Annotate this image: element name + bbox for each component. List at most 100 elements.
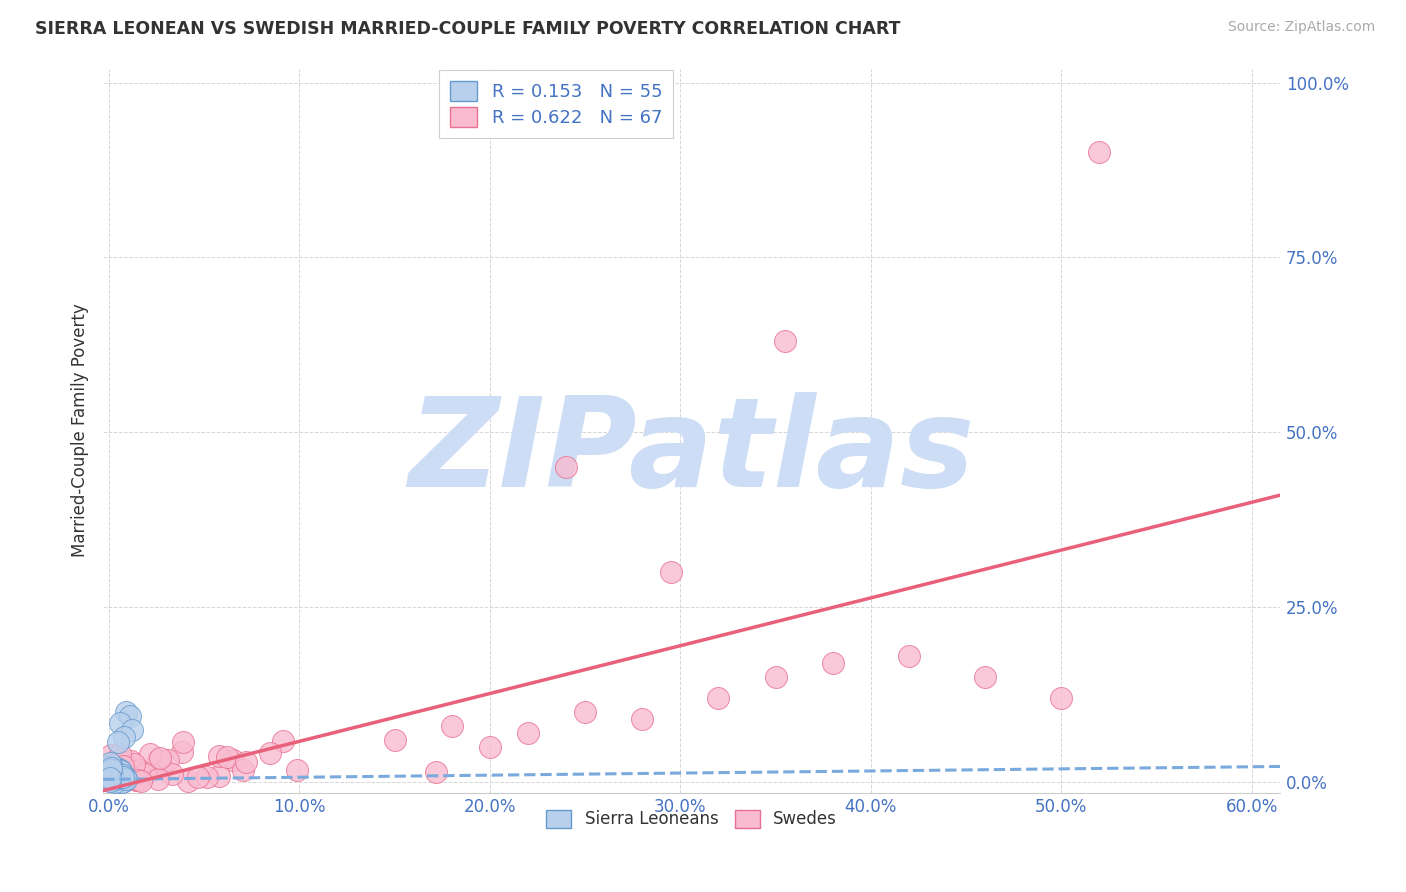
Point xyxy=(108,770,131,784)
Point xyxy=(124,773,146,788)
Point xyxy=(135,765,157,780)
Point xyxy=(98,774,121,789)
Point xyxy=(516,726,538,740)
Point xyxy=(974,670,997,684)
Point xyxy=(107,770,129,784)
Point xyxy=(128,765,150,780)
Point xyxy=(112,771,135,785)
Point xyxy=(121,723,143,737)
Point xyxy=(101,772,124,787)
Point xyxy=(100,763,122,777)
Point xyxy=(111,774,134,789)
Point xyxy=(105,772,128,787)
Point xyxy=(285,764,308,778)
Point xyxy=(108,763,131,777)
Point xyxy=(148,753,170,767)
Point xyxy=(101,767,124,781)
Point xyxy=(101,762,124,776)
Point xyxy=(259,746,281,760)
Point xyxy=(100,764,122,778)
Point xyxy=(631,712,654,726)
Text: Source: ZipAtlas.com: Source: ZipAtlas.com xyxy=(1227,20,1375,34)
Point xyxy=(112,758,135,772)
Point xyxy=(100,763,122,777)
Point xyxy=(101,766,124,780)
Point xyxy=(110,764,132,778)
Point xyxy=(128,764,150,778)
Point xyxy=(232,764,254,778)
Point xyxy=(103,758,125,772)
Point xyxy=(110,775,132,789)
Y-axis label: Married-Couple Family Poverty: Married-Couple Family Poverty xyxy=(72,303,89,558)
Point xyxy=(217,749,239,764)
Point xyxy=(157,753,180,767)
Point xyxy=(115,705,138,719)
Point xyxy=(118,708,141,723)
Point xyxy=(172,735,194,749)
Point xyxy=(555,460,578,475)
Point xyxy=(98,759,121,773)
Point xyxy=(1050,691,1073,706)
Point xyxy=(222,752,245,766)
Point xyxy=(120,754,142,768)
Point xyxy=(103,771,125,785)
Point xyxy=(384,733,406,747)
Point xyxy=(707,691,730,706)
Point xyxy=(100,758,122,772)
Point xyxy=(101,765,124,780)
Point xyxy=(110,763,132,777)
Point xyxy=(98,772,121,786)
Point xyxy=(103,767,125,781)
Point xyxy=(98,773,121,788)
Point xyxy=(115,772,138,786)
Point xyxy=(100,762,122,776)
Point xyxy=(208,768,231,782)
Point xyxy=(103,772,125,787)
Point xyxy=(117,758,139,772)
Point xyxy=(425,764,447,779)
Point xyxy=(100,748,122,763)
Point xyxy=(100,772,122,787)
Point xyxy=(170,745,193,759)
Point xyxy=(110,764,132,779)
Point xyxy=(187,771,209,785)
Point xyxy=(195,770,218,784)
Point xyxy=(108,754,131,768)
Point xyxy=(111,771,134,785)
Point xyxy=(101,771,124,785)
Point xyxy=(115,772,138,786)
Point xyxy=(150,761,173,775)
Point xyxy=(101,769,124,783)
Point xyxy=(208,749,231,764)
Point xyxy=(773,334,796,349)
Point xyxy=(108,775,131,789)
Point xyxy=(659,566,682,580)
Point xyxy=(105,767,128,781)
Point xyxy=(98,765,121,780)
Point xyxy=(101,768,124,782)
Point xyxy=(105,761,128,775)
Point xyxy=(112,730,135,744)
Point xyxy=(107,769,129,783)
Point xyxy=(160,767,183,781)
Point xyxy=(149,751,172,765)
Point xyxy=(100,770,122,784)
Point xyxy=(122,756,145,771)
Point xyxy=(100,763,122,777)
Point xyxy=(104,774,127,789)
Point xyxy=(103,770,125,784)
Point xyxy=(98,760,121,774)
Point xyxy=(111,774,134,789)
Point xyxy=(101,773,124,788)
Point xyxy=(478,740,501,755)
Point xyxy=(235,756,257,770)
Point xyxy=(110,715,132,730)
Legend: Sierra Leoneans, Swedes: Sierra Leoneans, Swedes xyxy=(540,803,844,835)
Point xyxy=(440,719,463,733)
Point xyxy=(146,772,169,786)
Point xyxy=(134,767,156,781)
Point xyxy=(114,770,136,784)
Point xyxy=(98,756,121,771)
Point xyxy=(100,772,122,786)
Point xyxy=(110,773,132,788)
